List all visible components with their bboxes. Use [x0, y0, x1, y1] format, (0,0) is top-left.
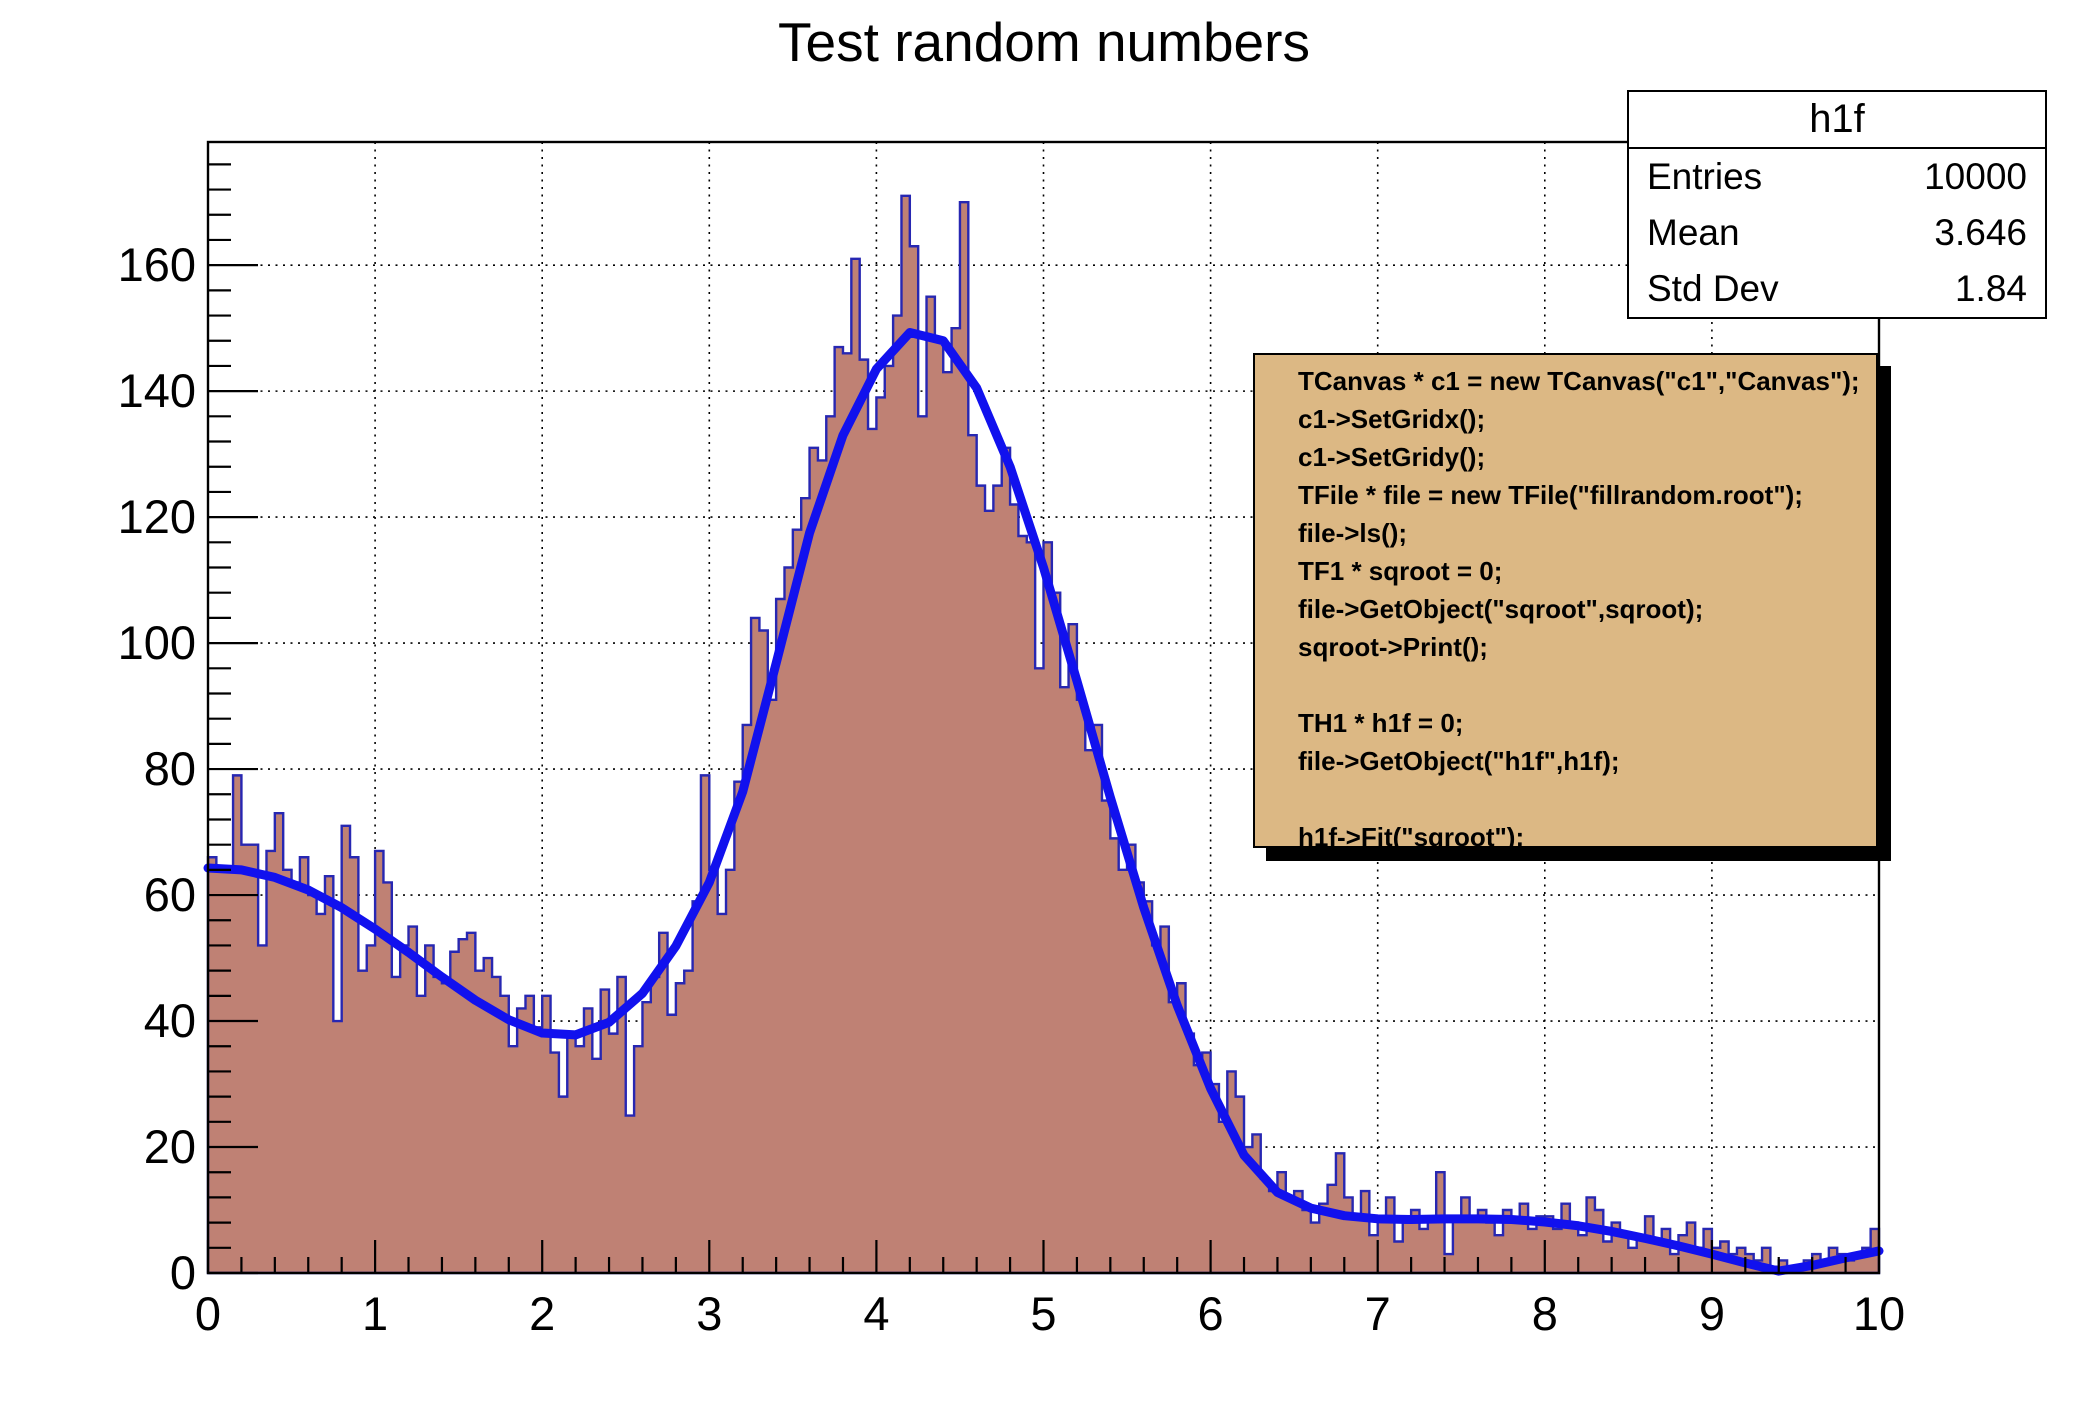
x-tick-label: 6 — [1198, 1287, 1224, 1340]
x-tick-label: 1 — [362, 1287, 388, 1340]
y-tick-label: 160 — [118, 238, 196, 291]
code-line: TCanvas * c1 = new TCanvas("c1","Canvas"… — [1298, 366, 1860, 396]
code-line — [1298, 666, 1876, 704]
x-tick-label: 2 — [529, 1287, 555, 1340]
code-line: file->ls(); — [1298, 518, 1408, 548]
fit-curve — [203, 328, 1884, 1276]
code-line: TF1 * sqroot = 0; — [1298, 556, 1503, 586]
y-tick-label: 120 — [118, 490, 196, 543]
stats-value: 1.84 — [1954, 268, 2027, 309]
code-line — [1298, 780, 1876, 818]
code-line: h1f->Fit("sqroot"); — [1298, 822, 1525, 852]
y-tick-label: 40 — [144, 994, 196, 1047]
stats-label: Std Dev — [1647, 268, 1779, 309]
x-tick-label: 0 — [195, 1287, 221, 1340]
x-tick-label: 10 — [1853, 1287, 1905, 1340]
stats-title: h1f — [1629, 92, 2045, 149]
plot-title: Test random numbers — [778, 11, 1310, 73]
x-tick-label: 4 — [863, 1287, 889, 1340]
code-box: TCanvas * c1 = new TCanvas("c1","Canvas"… — [1253, 353, 1878, 852]
stats-row-entries: Entries 10000 — [1629, 149, 2045, 205]
code-line: file->GetObject("sqroot",sqroot); — [1298, 594, 1704, 624]
axis-ticks — [206, 163, 1881, 1275]
code-line: TFile * file = new TFile("fillrandom.roo… — [1298, 480, 1803, 510]
x-tick-label: 8 — [1532, 1287, 1558, 1340]
y-tick-label: 60 — [144, 868, 196, 921]
stats-row-stddev: Std Dev 1.84 — [1629, 261, 2045, 317]
y-tick-label: 20 — [144, 1120, 196, 1173]
code-line: c1->SetGridx(); — [1298, 404, 1486, 434]
stats-box: h1f Entries 10000 Mean 3.646 Std Dev 1.8… — [1627, 90, 2047, 319]
code-line: sqroot->Print(); — [1298, 632, 1488, 662]
stats-row-mean: Mean 3.646 — [1629, 205, 2045, 261]
stats-label: Mean — [1647, 212, 1740, 253]
y-tick-label: 80 — [144, 742, 196, 795]
y-tick-label: 140 — [118, 364, 196, 417]
stats-label: Entries — [1647, 156, 1763, 197]
code-line: c1->SetGridy(); — [1298, 442, 1486, 472]
code-line: TH1 * h1f = 0; — [1298, 708, 1464, 738]
x-tick-label: 7 — [1365, 1287, 1391, 1340]
code-line: file->GetObject("h1f",h1f); — [1298, 746, 1620, 776]
y-tick-label: 100 — [118, 616, 196, 669]
stats-value: 10000 — [1924, 156, 2027, 197]
x-tick-label: 9 — [1699, 1287, 1725, 1340]
x-tick-label: 5 — [1030, 1287, 1056, 1340]
y-tick-label: 0 — [170, 1246, 196, 1299]
stats-value: 3.646 — [1934, 212, 2027, 253]
x-tick-label: 3 — [696, 1287, 722, 1340]
fit-curve-path — [203, 328, 1884, 1276]
